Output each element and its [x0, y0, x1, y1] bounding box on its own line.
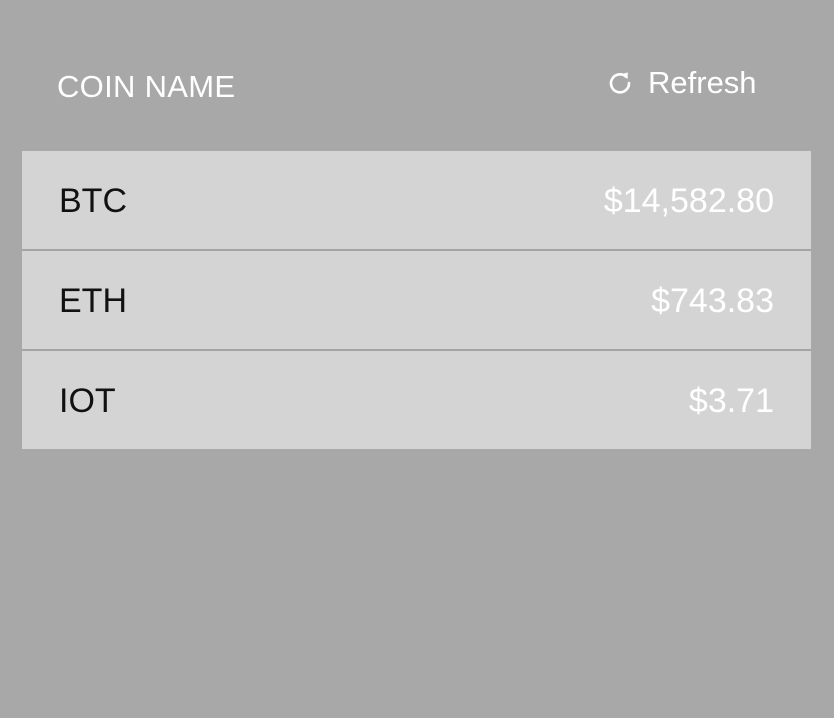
- coin-row-btc[interactable]: BTC $14,582.80: [22, 151, 811, 251]
- coin-symbol: ETH: [59, 282, 127, 320]
- coin-price: $3.71: [688, 382, 774, 420]
- refresh-button[interactable]: Refresh: [606, 64, 757, 102]
- coin-price: $743.83: [651, 282, 774, 320]
- coin-price: $14,582.80: [603, 182, 774, 220]
- coin-symbol: BTC: [59, 182, 127, 220]
- coin-list: BTC $14,582.80 ETH $743.83 IOT $3.71: [22, 151, 811, 449]
- refresh-label: Refresh: [648, 65, 757, 100]
- coin-symbol: IOT: [59, 382, 116, 420]
- header-bar: COIN NAME Refresh: [0, 0, 834, 150]
- coin-row-eth[interactable]: ETH $743.83: [22, 251, 811, 351]
- refresh-icon: [606, 69, 634, 97]
- column-title: COIN NAME: [57, 69, 236, 104]
- coin-row-iot[interactable]: IOT $3.71: [22, 351, 811, 449]
